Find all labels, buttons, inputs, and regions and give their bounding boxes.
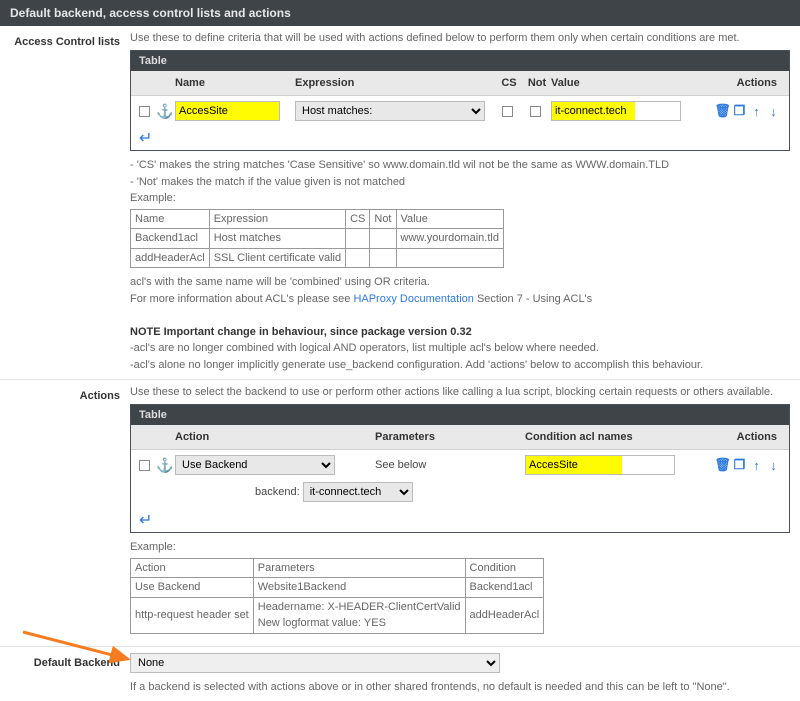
actions-row: ⚓ Use Backend See below 🗑 ❐ ↑ ↓ xyxy=(131,450,789,480)
delete-icon[interactable]: 🗑 xyxy=(715,458,730,473)
actions-table: Table Action Parameters Condition acl na… xyxy=(130,404,790,533)
row-action-icons: 🗑 ❐ ↑ ↓ xyxy=(715,104,781,119)
add-row-icon[interactable]: ↵ xyxy=(131,126,789,150)
col-actions2: Actions xyxy=(685,431,781,443)
acl-row: ⚓ Host matches: 🗑 xyxy=(131,96,789,126)
actions-table-title: Table xyxy=(131,405,789,425)
move-up-icon[interactable]: ↑ xyxy=(749,104,764,119)
acl-note-heading: NOTE Important change in behaviour, sinc… xyxy=(130,326,472,338)
actions-section: Actions Use these to select the backend … xyxy=(0,379,800,646)
col-cs: CS xyxy=(495,77,523,89)
default-backend-label: Default Backend xyxy=(0,653,130,696)
row-action-icons: 🗑 ❐ ↑ ↓ xyxy=(715,458,781,473)
acl-label: Access Control lists xyxy=(0,32,130,373)
col-actions: Actions xyxy=(691,77,781,89)
backend-sub-label: backend: xyxy=(255,486,300,498)
action-params-text: See below xyxy=(375,459,525,471)
action-select[interactable]: Use Backend xyxy=(175,455,335,475)
header-title: Default backend, access control lists an… xyxy=(10,6,291,20)
action-cond-input[interactable] xyxy=(525,455,675,475)
acl-name-input[interactable] xyxy=(175,101,280,121)
anchor-icon[interactable]: ⚓ xyxy=(156,457,173,474)
row-select-checkbox[interactable] xyxy=(139,106,150,117)
row-select-checkbox[interactable] xyxy=(139,460,150,471)
acl-description: Use these to define criteria that will b… xyxy=(130,32,790,44)
backend-select[interactable]: it-connect.tech xyxy=(303,482,413,502)
actions-help: Example: Action Parameters Condition Use… xyxy=(130,539,790,634)
anchor-icon[interactable]: ⚓ xyxy=(156,103,173,120)
actions-label: Actions xyxy=(0,386,130,640)
section-header: Default backend, access control lists an… xyxy=(0,0,800,26)
col-action: Action xyxy=(175,431,375,443)
move-down-icon[interactable]: ↓ xyxy=(766,104,781,119)
acl-cs-checkbox[interactable] xyxy=(502,106,513,117)
acl-table-header: Name Expression CS Not Value Actions xyxy=(131,71,789,96)
default-backend-help: If a backend is selected with actions ab… xyxy=(130,679,790,696)
acl-not-checkbox[interactable] xyxy=(530,106,541,117)
delete-icon[interactable]: 🗑 xyxy=(715,104,730,119)
move-up-icon[interactable]: ↑ xyxy=(749,458,764,473)
col-not: Not xyxy=(523,77,551,89)
actions-backend-row: backend: it-connect.tech xyxy=(131,480,789,508)
acl-help: - 'CS' makes the string matches 'Case Se… xyxy=(130,157,790,373)
default-backend-select[interactable]: None xyxy=(130,653,500,673)
col-expr: Expression xyxy=(295,77,495,89)
default-backend-section: Default Backend None If a backend is sel… xyxy=(0,646,800,701)
acl-table-title: Table xyxy=(131,51,789,71)
acl-section: Access Control lists Use these to define… xyxy=(0,26,800,379)
actions-table-header: Action Parameters Condition acl names Ac… xyxy=(131,425,789,450)
acl-table: Table Name Expression CS Not Value Actio… xyxy=(130,50,790,151)
acl-expression-select[interactable]: Host matches: xyxy=(295,101,485,121)
move-down-icon[interactable]: ↓ xyxy=(766,458,781,473)
duplicate-icon[interactable]: ❐ xyxy=(732,104,747,119)
haproxy-doc-link[interactable]: HAProxy Documentation xyxy=(353,293,473,305)
acl-value-input[interactable] xyxy=(551,101,681,121)
col-name: Name xyxy=(175,77,295,89)
acl-example-table: Name Expression CS Not Value Backend1acl… xyxy=(130,209,504,269)
col-cond: Condition acl names xyxy=(525,431,685,443)
actions-description: Use these to select the backend to use o… xyxy=(130,386,790,398)
duplicate-icon[interactable]: ❐ xyxy=(732,458,747,473)
col-value: Value xyxy=(551,77,691,89)
actions-example-table: Action Parameters Condition Use Backend … xyxy=(130,558,544,634)
col-params: Parameters xyxy=(375,431,525,443)
add-row-icon[interactable]: ↵ xyxy=(131,508,789,532)
